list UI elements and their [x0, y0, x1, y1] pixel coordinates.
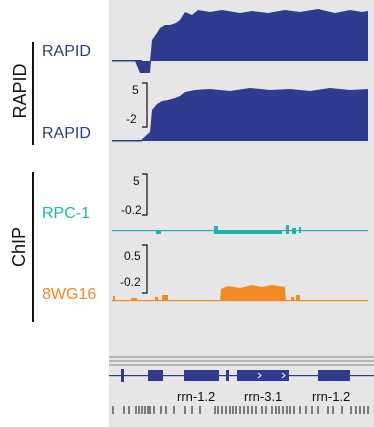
rpc1-block-5	[292, 228, 296, 234]
gene-exon-4	[237, 370, 289, 381]
wg16-scale-bottom: -0.2	[120, 275, 141, 289]
rapid2-scale-bracket	[142, 82, 148, 128]
wg16-tick-5	[291, 297, 294, 301]
gene-label-3: rrn-1.2	[312, 389, 351, 404]
wg16-tick-4	[162, 295, 168, 301]
scale-brackets	[142, 82, 148, 294]
rpc1-scale-top: 5	[133, 174, 140, 188]
rpc1-block-3	[218, 230, 282, 234]
rpc1-track-label: RPC-1	[42, 205, 91, 222]
rapid1-baseline	[112, 60, 142, 62]
wg16-scale-top: 0.5	[124, 249, 141, 263]
gene-exon-2	[184, 370, 219, 381]
rpc1-track	[112, 225, 368, 234]
rpc1-block-2	[214, 226, 218, 234]
gene-exon-0	[121, 369, 124, 382]
rpc1-scale-bottom: -0.2	[121, 203, 142, 217]
rpc1-block-6	[299, 227, 301, 233]
gene-strand-arrows	[257, 372, 286, 379]
browser-panel	[109, 0, 374, 427]
rapid-track-2-label: RAPID	[42, 125, 91, 142]
gene-exon-3	[226, 370, 229, 381]
wg16-tick-3	[155, 297, 158, 301]
rapid2-baseline	[112, 140, 142, 142]
rapid-track-1	[112, 9, 368, 73]
sequence-ticks	[112, 406, 369, 414]
rpc1-scale-bracket	[142, 173, 148, 216]
rapid-group-bracket	[32, 42, 34, 145]
rapid2-signal	[140, 88, 368, 141]
gene-exon-1	[148, 370, 163, 381]
gene-model	[109, 369, 374, 382]
wg16-scale-bracket	[142, 244, 148, 294]
wg16-tick-1	[113, 296, 115, 301]
chip-group-bracket	[32, 172, 34, 322]
wg16-tick-6	[296, 295, 300, 301]
wg16-tick-2	[131, 298, 137, 301]
wg16-track-label: 8WG16	[42, 286, 97, 303]
gene-exon-5	[318, 370, 350, 381]
rapid2-scale-top: 5	[132, 83, 139, 97]
wg16-peak	[220, 285, 286, 301]
gene-label-2: rrn-3.1	[244, 389, 283, 404]
gene-label-1: rrn-1.2	[177, 389, 216, 404]
divider-lines	[109, 356, 374, 366]
wg16-track	[112, 285, 368, 302]
rapid-track-1-label: RAPID	[42, 43, 91, 60]
rapid2-scale-bottom: -2	[126, 112, 137, 126]
rpc1-block-4	[286, 225, 289, 234]
rapid-track-2	[112, 88, 368, 142]
rpc1-block-1	[156, 230, 161, 234]
rapid1-dip	[135, 61, 151, 73]
rapid1-signal	[150, 9, 368, 61]
